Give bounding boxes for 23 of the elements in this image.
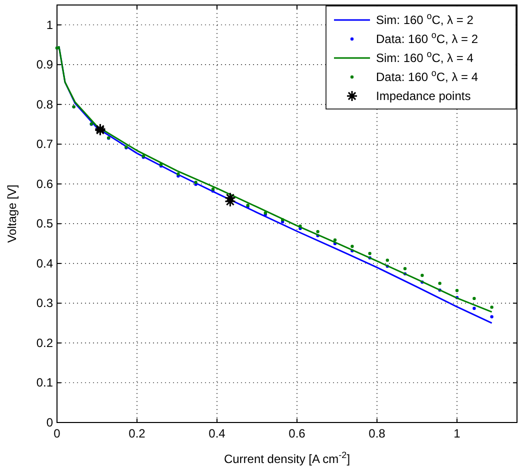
x-tick-label: 1 — [454, 426, 461, 440]
y-tick-label: 0.4 — [36, 256, 54, 270]
x-tick-label: 0.4 — [208, 426, 226, 440]
y-tick-label: 0.3 — [36, 296, 54, 310]
y-tick-label: 0.1 — [36, 376, 54, 390]
legend-label: Sim: 160 $^{o}$C, λ = 4 — [376, 49, 474, 65]
y-tick-label: 0.9 — [36, 58, 54, 72]
y-tick-label: 0.8 — [36, 97, 54, 112]
x-tick-label: 0.6 — [288, 426, 306, 440]
y-tick-label: 0.7 — [36, 137, 54, 152]
legend-label: Impedance points — [376, 89, 471, 103]
legend-label: Data: 160 $^{o}$C, λ = 2 — [376, 30, 478, 46]
y-tick-label: 0.5 — [36, 216, 54, 231]
y-tick-label: 0 — [46, 416, 54, 430]
legend-label: Data: 160 $^{o}$C, λ = 4 — [376, 68, 478, 84]
y-tick-label: 1 — [46, 18, 54, 32]
legend-label: Sim: 160 $^{o}$C, λ = 2 — [376, 11, 474, 27]
y-tick-label: 0.6 — [36, 176, 54, 191]
x-axis-title: Current density [A cm$^{-2}$] — [224, 450, 350, 466]
x-tick-label: 0.2 — [128, 426, 146, 440]
y-tick-label: 0.2 — [36, 336, 54, 350]
y-axis-title: Voltage [V] — [5, 184, 19, 243]
x-tick-label: 0.8 — [368, 426, 386, 440]
